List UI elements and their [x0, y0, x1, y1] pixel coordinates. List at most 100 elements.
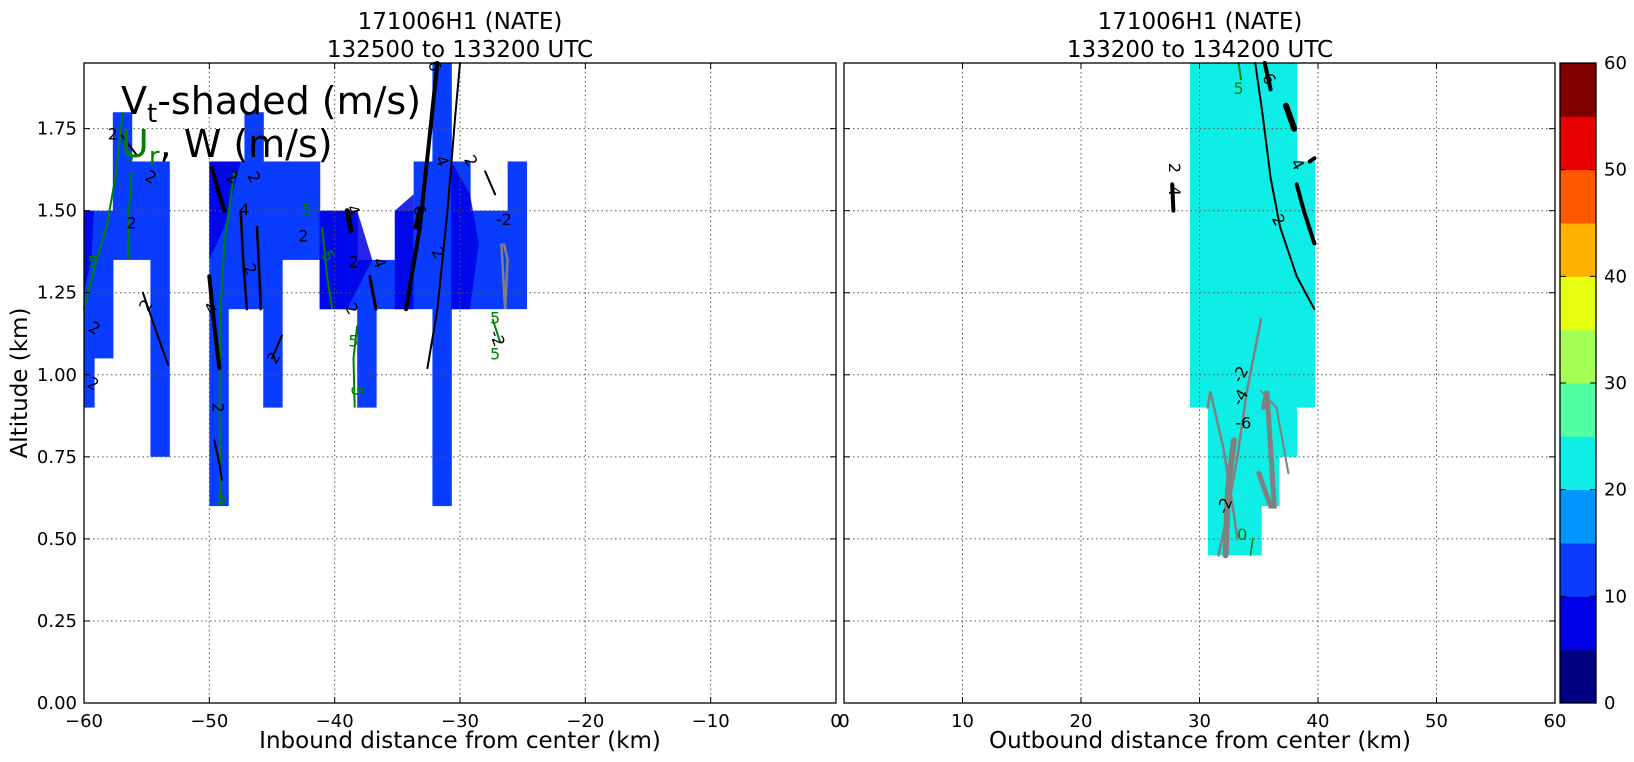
ur-contour	[352, 325, 359, 408]
x-tick-label: 30	[1188, 711, 1211, 732]
vt-cell	[413, 161, 434, 310]
w-contour	[1170, 182, 1176, 213]
x-tick-label: 60	[1544, 711, 1567, 732]
vt-cell	[432, 63, 452, 507]
colorbar-band	[1560, 543, 1596, 597]
y-tick-label: 0.25	[37, 611, 77, 632]
contour-label: 4	[1165, 186, 1184, 196]
left-grid	[84, 63, 836, 703]
contour-label: 2	[108, 125, 118, 144]
x-tick-label: 10	[951, 711, 974, 732]
w-contour	[1294, 182, 1317, 246]
colorbar-band	[1560, 489, 1596, 544]
w-negative-contour	[1217, 317, 1263, 557]
x-tick-label: 20	[1070, 711, 1093, 732]
contour-label: 5	[1234, 79, 1244, 98]
left-title-line1: 171006H1 (NATE)	[358, 9, 563, 35]
x-tick-label: −40	[316, 711, 354, 732]
w-contour	[344, 208, 354, 233]
colorbar-tick-label: 20	[1604, 480, 1627, 501]
vt-dark-patch	[451, 161, 479, 310]
vt-cell	[507, 161, 528, 310]
svg-text:Ur, W (m/s): Ur, W (m/s)	[121, 122, 333, 172]
w-contour	[141, 291, 169, 366]
w-contour	[209, 166, 227, 213]
colorbar-tick-label: 50	[1604, 160, 1627, 181]
vt-cell	[376, 259, 396, 310]
colorbar-tick-label: 10	[1604, 586, 1627, 607]
w-negative-contour	[1206, 390, 1239, 541]
legend-vt-letter: V	[121, 79, 147, 123]
ur-contour	[1237, 62, 1242, 81]
w-contour	[271, 334, 283, 360]
x-tick-label: 40	[1307, 711, 1330, 732]
contour-label: -2	[1213, 495, 1236, 516]
colorbar-band	[1560, 383, 1596, 437]
contour-label: 5	[217, 489, 227, 508]
colorbar-band	[1560, 63, 1596, 117]
y-tick-label: 0.50	[37, 529, 77, 550]
w-contour	[426, 62, 461, 370]
contour-label: 5	[302, 200, 312, 219]
w-negative-contour	[1260, 390, 1290, 475]
w-contour	[255, 225, 262, 311]
w-contour	[1254, 62, 1316, 311]
contour-label: 0	[1237, 525, 1247, 544]
colorbar: 0 10 20 30 40 50 60	[1559, 53, 1627, 714]
vt-cell	[228, 161, 246, 310]
vt-cell	[1207, 63, 1262, 556]
ur-contour	[491, 318, 502, 343]
colorbar-tick-label: 30	[1604, 373, 1627, 394]
right-grid	[844, 63, 1555, 703]
vt-cell	[84, 210, 95, 408]
right-title-line1: 171006H1 (NATE)	[1098, 9, 1303, 35]
x-tick-label: −20	[566, 711, 604, 732]
w-contour	[1283, 102, 1298, 132]
colorbar-band	[1560, 116, 1596, 171]
contour-label: -2	[496, 210, 512, 229]
colorbar-tick-label: 60	[1604, 53, 1627, 74]
vt-cell	[131, 161, 152, 260]
ur-contour	[218, 171, 236, 507]
right-contours	[1170, 61, 1317, 559]
right-x-axis-label: Outbound distance from center (km)	[989, 728, 1411, 754]
contour-label: 5	[88, 253, 98, 272]
x-tick-label: 0	[830, 711, 841, 732]
ur-contour	[1249, 538, 1254, 557]
y-tick-label: 1.50	[37, 201, 77, 222]
w-contour	[1307, 156, 1317, 164]
x-tick-label: −50	[190, 711, 228, 732]
w-contour	[1262, 61, 1273, 92]
contour-label: -6	[1235, 414, 1251, 433]
legend-ur-letter: U	[121, 122, 149, 166]
x-tick-label: −60	[65, 711, 103, 732]
ur-contour	[321, 226, 334, 310]
left-contours	[83, 61, 509, 507]
colorbar-band	[1560, 223, 1596, 277]
y-axis-label: Altitude (km)	[7, 308, 33, 459]
legend-w-rest: , W (m/s)	[160, 122, 333, 166]
vt-dark-patch	[319, 210, 373, 310]
w-negative-contour	[1222, 437, 1237, 559]
vt-dark-patch	[394, 194, 414, 310]
left-ticks: −60 −50 −40 −30 −20 −10 0 0.00 0.25 0.50 0.75 1.00 1…	[37, 63, 842, 732]
w-contour	[239, 209, 249, 311]
contour-label: 2	[1165, 163, 1184, 173]
colorbar-tick-label: 40	[1604, 266, 1627, 287]
vt-dark-patch	[84, 210, 94, 293]
contour-label: 2	[208, 403, 227, 413]
contour-label: 5	[348, 331, 358, 350]
w-contour	[213, 439, 223, 481]
ur-contour	[126, 171, 133, 260]
contour-label: 5	[124, 148, 134, 167]
legend-vt-rest: -shaded (m/s)	[157, 79, 421, 123]
right-title-line2: 133200 to 134200 UTC	[1067, 37, 1333, 63]
y-tick-label: 1.75	[37, 119, 77, 140]
contour-label: 5	[490, 309, 500, 328]
y-tick-label: 1.25	[37, 283, 77, 304]
colorbar-band	[1560, 596, 1596, 651]
y-tick-label: 0.00	[37, 693, 77, 714]
svg-text:Vt-shaded (m/s): Vt-shaded (m/s)	[121, 79, 421, 129]
